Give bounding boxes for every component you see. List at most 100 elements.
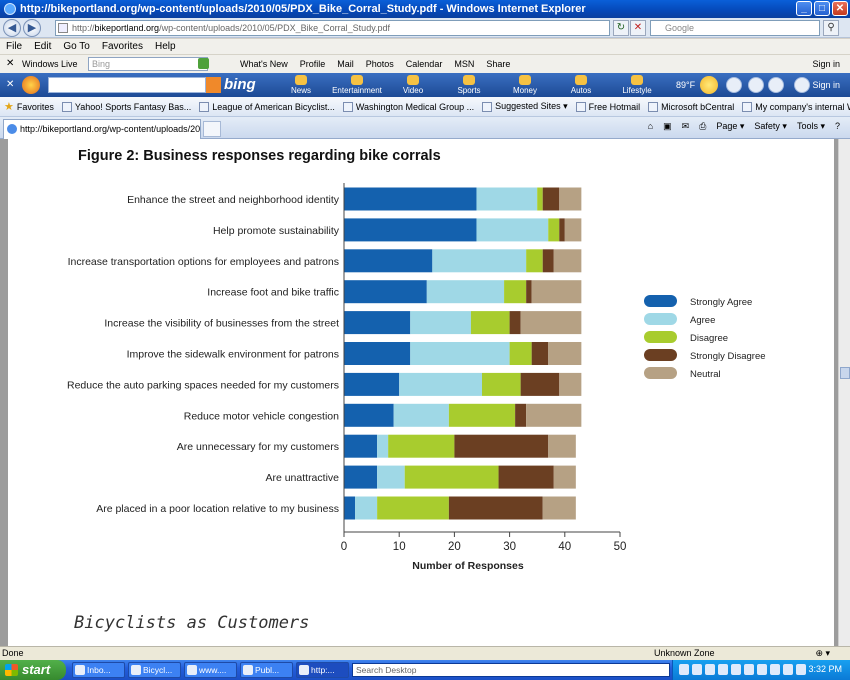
favorite-item[interactable]: Suggested Sites ▾ <box>482 101 568 112</box>
taskbar-item[interactable]: Bicycl... <box>128 662 181 678</box>
bing-search-button[interactable] <box>206 77 221 93</box>
minimize-button[interactable]: _ <box>796 1 812 16</box>
bing-money[interactable]: Money <box>497 74 553 96</box>
print-icon[interactable]: ⎙ <box>699 121 707 131</box>
bar-segment <box>399 372 482 396</box>
link-photos[interactable]: Photos <box>365 59 394 69</box>
favorites-label: Favorites <box>16 101 54 112</box>
tray-icon[interactable] <box>731 664 741 675</box>
category-label: Increase the visibility of businesses fr… <box>104 318 339 330</box>
bar-segment <box>476 218 549 242</box>
favorite-item[interactable]: Microsoft bCentral <box>648 101 734 112</box>
favorite-item[interactable]: Free Hotmail <box>575 101 640 112</box>
home-icon[interactable]: ⌂ <box>647 121 654 131</box>
bar-segment <box>344 496 356 520</box>
favorite-item[interactable]: League of American Bicyclist... <box>199 101 335 112</box>
vertical-scrollbar[interactable] <box>838 139 850 646</box>
search-icon[interactable]: ⚲ <box>823 20 839 36</box>
favorite-item[interactable]: Washington Medical Group ... <box>342 101 474 112</box>
system-tray: 3:32 PM <box>672 660 850 680</box>
close-bing-toolbar-icon[interactable]: ✕ <box>6 79 15 90</box>
menu-goto[interactable]: Go To <box>63 41 90 52</box>
link-calendar[interactable]: Calendar <box>405 59 443 69</box>
zoom-icon[interactable]: ⊕ ▾ <box>815 648 830 658</box>
bar-segment <box>410 311 471 335</box>
tray-icon[interactable] <box>757 664 767 675</box>
bar-segment <box>537 187 543 211</box>
tray-icon[interactable] <box>744 664 754 675</box>
x-tick-label: 20 <box>448 541 461 553</box>
page-icon <box>342 101 353 112</box>
bing-search-input[interactable] <box>48 77 206 93</box>
tray-icon[interactable] <box>796 664 806 675</box>
refresh-icon[interactable]: ↻ <box>613 20 629 36</box>
menu-file[interactable]: File <box>6 41 23 52</box>
tray-icon[interactable] <box>718 664 728 675</box>
tray-icon[interactable] <box>705 664 715 675</box>
forward-icon[interactable]: ▶ <box>23 19 41 37</box>
mail-icon[interactable]: ✉ <box>681 121 690 131</box>
tray-icon[interactable] <box>692 664 702 675</box>
taskbar-item[interactable]: Inbo... <box>72 662 125 678</box>
bing-sports[interactable]: Sports <box>441 74 497 96</box>
bing-signin-link[interactable]: Sign in <box>812 80 840 90</box>
close-toolbar-icon[interactable]: ✕ <box>6 58 15 69</box>
bing-entertainment-label: Entertainment <box>332 86 382 95</box>
gear-icon[interactable] <box>726 77 742 93</box>
new-tab-button[interactable] <box>203 121 221 137</box>
link-profile[interactable]: Profile <box>299 59 326 69</box>
feeds-icon[interactable]: ▣ <box>663 121 672 131</box>
favorite-label: League of American Bicyclist... <box>212 101 335 112</box>
figure-title: Figure 2: Business responses regarding b… <box>78 148 441 164</box>
help-icon[interactable]: ? <box>834 121 840 131</box>
link-mail[interactable]: Mail <box>337 59 354 69</box>
search-go-icon[interactable] <box>198 58 209 69</box>
stop-icon[interactable]: ✕ <box>630 20 646 36</box>
tab-active[interactable]: http://bikeportland.org/wp-content/uploa… <box>3 119 201 139</box>
scrollbar-thumb[interactable] <box>840 367 850 379</box>
bing-video[interactable]: Video <box>385 74 441 96</box>
menu-edit[interactable]: Edit <box>34 41 52 52</box>
safety-menu[interactable]: Safety ▾ <box>754 121 787 131</box>
bing-news[interactable]: News <box>273 74 329 96</box>
start-button[interactable]: start <box>0 660 66 680</box>
tray-icon[interactable] <box>783 664 793 675</box>
tools-menu[interactable]: Tools ▾ <box>796 121 825 131</box>
back-icon[interactable]: ◀ <box>3 19 21 37</box>
category-label: Enhance the street and neighborhood iden… <box>127 194 340 206</box>
x-axis-label: Number of Responses <box>412 560 524 572</box>
live-signin-link[interactable]: Sign in <box>812 59 840 69</box>
desktop-search-input[interactable]: Search Desktop <box>352 663 670 677</box>
favorite-item[interactable]: Yahoo! Sports Fantasy Bas... <box>61 101 191 112</box>
bing-logo: bing <box>224 76 256 93</box>
page-menu[interactable]: Page ▾ <box>716 121 745 131</box>
magnifier-icon[interactable] <box>768 77 784 93</box>
favorites-button[interactable]: ★ Favorites <box>4 100 54 113</box>
tray-icon[interactable] <box>770 664 780 675</box>
favorite-item[interactable]: My company's internal Web ... <box>742 101 850 112</box>
taskbar-item[interactable]: Publ... <box>240 662 293 678</box>
user-icon[interactable] <box>794 77 810 93</box>
bing-autos[interactable]: Autos <box>553 74 609 96</box>
link-whats-new[interactable]: What's New <box>240 59 288 69</box>
windows-live-label[interactable]: Windows Live <box>22 59 78 69</box>
msn-butterfly-icon[interactable] <box>22 76 40 94</box>
menu-help[interactable]: Help <box>154 41 176 52</box>
taskbar-item[interactable]: www.... <box>184 662 237 678</box>
pointer-icon[interactable] <box>748 77 764 93</box>
menu-favorites[interactable]: Favorites <box>101 41 143 52</box>
bar-segment <box>410 342 510 365</box>
taskbar-item[interactable]: http:... <box>296 662 349 678</box>
bing-lifestyle[interactable]: Lifestyle <box>609 74 665 96</box>
close-button[interactable]: ✕ <box>832 1 848 16</box>
link-share[interactable]: Share <box>486 59 511 69</box>
weather-temperature[interactable]: 89°F <box>676 80 696 90</box>
live-search-input[interactable]: Bing <box>88 57 208 71</box>
tray-icon[interactable] <box>679 664 689 675</box>
bing-entertainment[interactable]: Entertainment <box>329 74 385 96</box>
maximize-button[interactable]: □ <box>814 1 830 16</box>
link-msn[interactable]: MSN <box>454 59 475 69</box>
address-input[interactable]: http://bikeportland.org/wp-content/uploa… <box>55 20 610 36</box>
bar-segment <box>542 187 560 211</box>
search-input[interactable]: Google <box>650 20 820 36</box>
